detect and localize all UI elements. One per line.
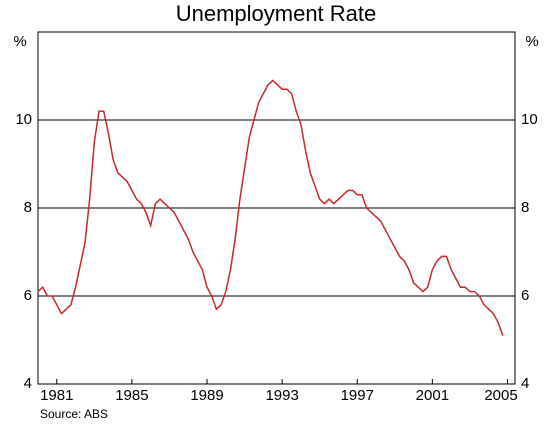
y-unit-left: % — [13, 33, 26, 50]
y-tick-label-right: 4 — [521, 375, 529, 392]
y-tick-label-right: 8 — [521, 199, 529, 216]
x-tick-label: 1997 — [341, 387, 374, 404]
source-note: Source: ABS — [40, 407, 108, 421]
x-tick-label: 1981 — [40, 387, 73, 404]
y-tick-label: 4 — [24, 375, 32, 392]
series-line — [37, 79, 504, 336]
y-tick-label: 6 — [24, 287, 32, 304]
chart-title: Unemployment Rate — [176, 1, 377, 26]
y-tick-label: 10 — [15, 111, 32, 128]
x-tick-label: 1989 — [190, 387, 223, 404]
x-tick-label: 2005 — [484, 387, 517, 404]
y-tick-label-right: 6 — [521, 287, 529, 304]
plot-frame — [37, 31, 516, 385]
y-unit-right: % — [525, 33, 538, 50]
x-tick-label: 1985 — [115, 387, 148, 404]
y-tick-label: 8 — [24, 199, 32, 216]
x-tick-label: 1993 — [265, 387, 298, 404]
y-tick-label-right: 10 — [521, 111, 538, 128]
x-tick-label: 2001 — [416, 387, 449, 404]
